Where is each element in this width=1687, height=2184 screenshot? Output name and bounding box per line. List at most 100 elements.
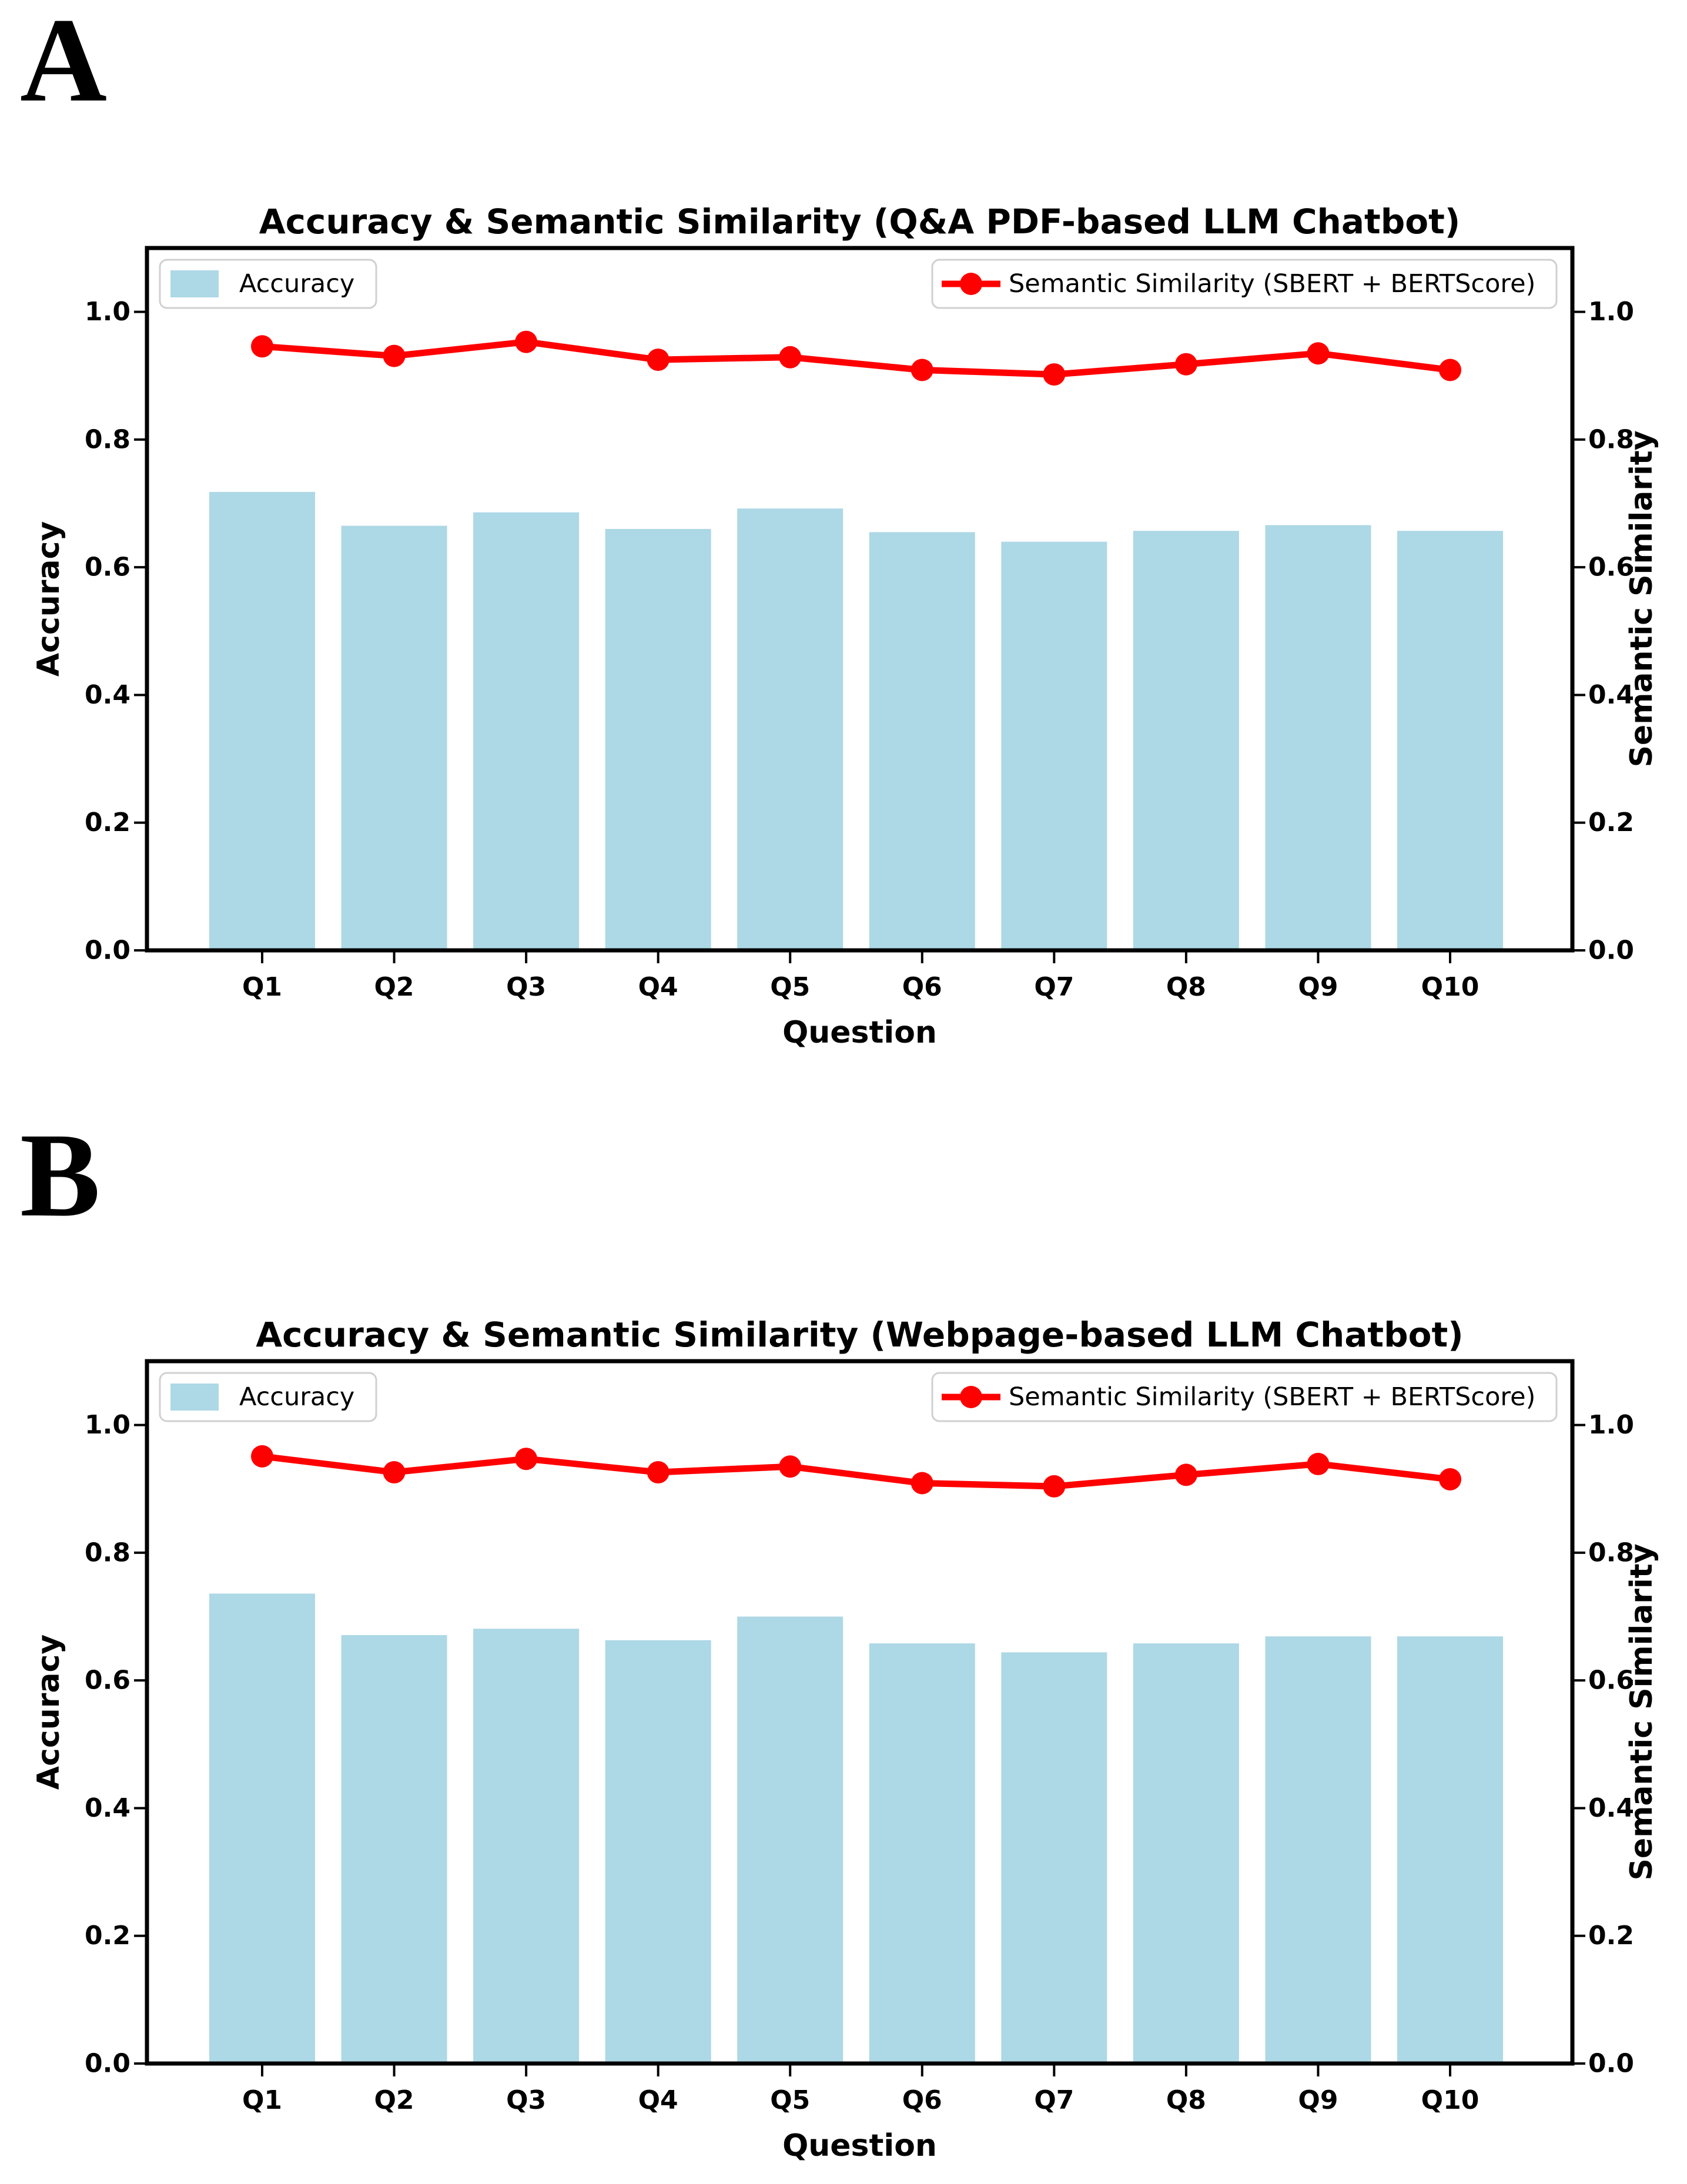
marker-Q9 [1307, 1452, 1330, 1475]
chart-b-figure: Accuracy & Semantic Similarity (Webpage-… [31, 1315, 1659, 2163]
marker-Q6 [911, 1472, 933, 1495]
right-tick-label: 0.0 [1588, 936, 1634, 966]
x-tick-label: Q8 [1166, 972, 1206, 1002]
bar-Q4 [605, 1640, 711, 2064]
bar-Q2 [341, 1635, 447, 2064]
x-tick-label: Q2 [374, 972, 414, 1002]
left-tick-label: 1.0 [85, 297, 130, 327]
panel-label-a: A [20, 0, 108, 127]
chart-a: Accuracy & Semantic Similarity (Q&A PDF-… [0, 195, 1687, 1071]
bar-Q3 [473, 512, 580, 950]
x-tick-label: Q9 [1298, 2085, 1338, 2115]
y-axis-label-right: Semantic Similarity [1624, 1543, 1659, 1880]
legend-semantic-similarity [931, 259, 1558, 309]
right-tick-label: 0.2 [1588, 808, 1634, 838]
x-tick-label: Q3 [506, 972, 546, 1002]
marker-Q10 [1439, 1468, 1461, 1490]
left-tick-label: 0.4 [85, 680, 130, 710]
right-tick-label: 0.6 [1588, 552, 1634, 582]
left-tick-label: 0.6 [85, 1666, 130, 1696]
marker-Q3 [515, 330, 538, 353]
right-tick-label: 0.6 [1588, 1666, 1634, 1696]
left-tick-label: 0.2 [85, 808, 130, 838]
bar-Q9 [1265, 525, 1371, 950]
marker-Q5 [779, 346, 802, 369]
left-tick-label: 0.8 [85, 1537, 130, 1567]
x-tick-label: Q4 [638, 2085, 678, 2115]
right-tick-label: 0.4 [1588, 1793, 1634, 1823]
marker-Q2 [383, 344, 406, 367]
line-semantic-similarity [251, 330, 1461, 386]
chart-title: Accuracy & Semantic Similarity (Q&A PDF-… [259, 202, 1461, 242]
marker-Q7 [1043, 363, 1066, 386]
legend-bar-swatch [170, 1384, 219, 1411]
x-axis-label: Question [782, 1015, 937, 1050]
bars-accuracy [209, 1593, 1503, 2064]
axis-ticks [134, 1423, 1585, 2076]
x-tick-label: Q2 [374, 2085, 414, 2115]
marker-Q5 [779, 1455, 802, 1478]
bar-Q8 [1133, 531, 1239, 950]
left-tick-label: 0.8 [85, 424, 130, 454]
x-tick-label: Q6 [902, 972, 942, 1002]
y-axis-label-left: Accuracy [31, 521, 66, 676]
bar-Q5 [737, 1616, 844, 2064]
bar-Q6 [869, 532, 975, 950]
y-axis-label-right: Semantic Similarity [1624, 430, 1659, 767]
marker-Q8 [1174, 1463, 1197, 1486]
bar-Q2 [341, 525, 447, 950]
right-tick-label: 0.8 [1588, 1537, 1634, 1567]
x-tick-label: Q9 [1298, 972, 1338, 1002]
marker-Q1 [251, 335, 273, 358]
y-axis-label-left: Accuracy [31, 1634, 66, 1790]
right-tick-label: 0.2 [1588, 1921, 1634, 1951]
legend-box [931, 259, 1558, 309]
bar-Q6 [869, 1643, 975, 2064]
bar-Q9 [1265, 1636, 1371, 2064]
right-tick-label: 1.0 [1588, 1410, 1634, 1440]
x-tick-label: Q8 [1166, 2085, 1206, 2115]
x-tick-label: Q5 [770, 2085, 810, 2115]
legend-box [931, 1372, 1558, 1422]
legend-marker-swatch [960, 1386, 982, 1408]
x-tick-label: Q3 [506, 2085, 546, 2115]
bar-Q7 [1001, 1652, 1107, 2064]
bar-Q5 [737, 508, 844, 950]
legend-label-semantic-similarity: Semantic Similarity (SBERT + BERTScore) [1009, 1382, 1535, 1412]
x-tick-label: Q7 [1034, 972, 1074, 1002]
x-tick-label: Q1 [242, 972, 282, 1002]
legend-accuracy [159, 1372, 377, 1422]
marker-Q6 [911, 359, 933, 381]
bar-Q8 [1133, 1643, 1239, 2064]
axis-ticks [134, 310, 1585, 963]
left-tick-label: 1.0 [85, 1410, 130, 1440]
bar-Q1 [209, 1593, 315, 2064]
x-tick-label: Q4 [638, 972, 678, 1002]
marker-Q2 [383, 1461, 406, 1484]
line-semantic-similarity [251, 1445, 1461, 1498]
bar-Q10 [1397, 1636, 1503, 2064]
similarity-line [262, 339, 1451, 378]
x-tick-label: Q1 [242, 2085, 282, 2115]
left-tick-label: 0.0 [85, 2049, 130, 2079]
plot-border [145, 1359, 1575, 2066]
marker-Q4 [647, 349, 670, 371]
chart-title: Accuracy & Semantic Similarity (Webpage-… [256, 1315, 1463, 1355]
right-tick-label: 1.0 [1588, 297, 1634, 327]
left-tick-label: 0.6 [85, 552, 130, 582]
x-tick-label: Q10 [1421, 972, 1480, 1002]
x-tick-label: Q7 [1034, 2085, 1074, 2115]
similarity-line [262, 1453, 1451, 1490]
marker-Q1 [251, 1445, 273, 1468]
bar-Q7 [1001, 541, 1107, 950]
right-tick-label: 0.4 [1588, 680, 1634, 710]
legend-accuracy [159, 259, 377, 309]
x-tick-label: Q5 [770, 972, 810, 1002]
legend-label-accuracy: Accuracy [239, 269, 354, 299]
left-tick-label: 0.0 [85, 936, 130, 966]
marker-Q3 [515, 1448, 538, 1470]
bar-Q4 [605, 529, 711, 950]
marker-Q8 [1174, 353, 1197, 376]
left-tick-label: 0.2 [85, 1921, 130, 1951]
bar-Q3 [473, 1629, 580, 2064]
